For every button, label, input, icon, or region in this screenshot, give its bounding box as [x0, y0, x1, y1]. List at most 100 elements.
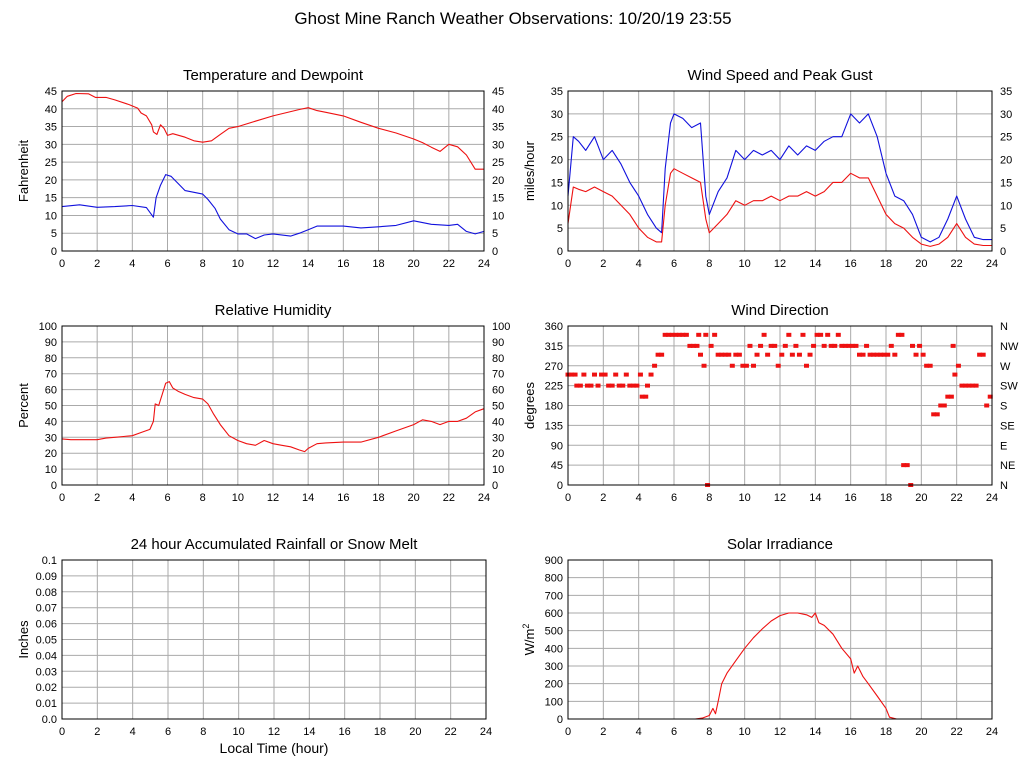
humidity-xtick-label: 18: [372, 492, 384, 504]
winddir-point: [648, 372, 654, 377]
winddir-ytick-right-label: NE: [1000, 460, 1015, 472]
winddir-point: [690, 343, 696, 348]
rain-ytick-label: 0.01: [36, 698, 57, 710]
winddir-point: [673, 332, 679, 337]
winddir-point: [588, 383, 594, 388]
solar-ytick-label: 500: [545, 626, 563, 638]
winddir-point: [775, 363, 781, 368]
winddir-point: [913, 352, 919, 357]
winddir-point: [948, 394, 954, 399]
solar-xtick-label: 2: [600, 726, 606, 738]
wind-ytick-right-label: 35: [1000, 86, 1012, 98]
winddir-ytick-right-label: W: [1000, 361, 1011, 373]
winddir-ytick-right-label: SE: [1000, 420, 1015, 432]
winddir-point: [904, 463, 910, 468]
winddir-point: [751, 363, 756, 368]
winddir-ytick-label: 45: [551, 460, 563, 472]
winddir-point: [643, 394, 649, 399]
temp-ytick-right-label: 40: [492, 104, 504, 116]
wind-ytick-label: 5: [557, 223, 563, 235]
temp-plot-frame: [61, 90, 485, 252]
solar-ytick-label: 900: [545, 555, 563, 567]
temp-xtick-label: 14: [302, 258, 314, 270]
winddir-point: [789, 352, 795, 357]
humidity-xtick-label: 0: [59, 492, 65, 504]
humidity-ytick-right-label: 10: [492, 464, 504, 476]
wind-xtick-label: 18: [880, 258, 892, 270]
temp-xtick-label: 8: [200, 258, 206, 270]
temp-xtick-label: 2: [94, 258, 100, 270]
winddir-point: [736, 352, 742, 357]
rain-xtick-label: 24: [480, 726, 492, 738]
winddir-point: [849, 343, 855, 348]
winddir-point: [825, 332, 831, 337]
winddir-point: [630, 383, 636, 388]
humidity-ytick-label: 20: [45, 448, 57, 460]
winddir-point: [892, 352, 898, 357]
winddir-point: [747, 343, 753, 348]
temp-title: Temperature and Dewpoint: [183, 67, 364, 84]
wind-ytick-right-label: 20: [1000, 155, 1012, 167]
winddir-point: [733, 352, 739, 357]
winddir-ytick-right-label: E: [1000, 440, 1007, 452]
temp-ytick-right-label: 25: [492, 157, 504, 169]
temp-ytick-label: 45: [45, 86, 57, 98]
winddir-point: [864, 343, 870, 348]
winddir-point: [910, 343, 915, 348]
winddir-point: [963, 383, 968, 388]
temp-xtick-label: 22: [443, 258, 455, 270]
solar-title: Solar Irradiance: [727, 536, 833, 553]
rain-ytick-label: 0.05: [36, 635, 57, 647]
temp-xtick-label: 0: [59, 258, 65, 270]
humidity-xtick-label: 16: [337, 492, 349, 504]
solar-xtick-label: 22: [951, 726, 963, 738]
rain-ytick-label: 0.03: [36, 666, 57, 678]
temp-xtick-label: 16: [337, 258, 349, 270]
wind-xtick-label: 12: [774, 258, 786, 270]
temp-ytick-label: 0: [51, 246, 57, 258]
humidity-ytick-label: 80: [45, 353, 57, 365]
winddir-point: [835, 332, 841, 337]
wind-ytick-right-label: 0: [1000, 246, 1006, 258]
winddir-point: [842, 343, 848, 348]
solar-xtick-label: 24: [986, 726, 998, 738]
wind-ytick-label: 30: [551, 109, 563, 121]
winddir-ytick-label: 360: [545, 321, 563, 333]
winddir-point: [867, 352, 873, 357]
wind-xtick-label: 22: [951, 258, 963, 270]
humidity-title: Relative Humidity: [215, 302, 332, 319]
winddir-point: [955, 363, 961, 368]
humidity-plot-frame: [61, 325, 485, 486]
rain-ytick-label: 0.08: [36, 587, 57, 599]
winddir-point: [683, 332, 689, 337]
temp-ytick-label: 25: [45, 157, 57, 169]
humidity-ytick-label: 10: [45, 464, 57, 476]
winddir-point: [584, 383, 590, 388]
wind-xtick-label: 20: [915, 258, 927, 270]
winddir-xtick-label: 16: [845, 492, 857, 504]
wind-plot-frame: [567, 90, 993, 252]
humidity-ytick-right-label: 0: [492, 480, 498, 492]
winddir-point: [602, 372, 608, 377]
solar-xtick-label: 16: [845, 726, 857, 738]
winddir-point: [606, 383, 612, 388]
humidity-ytick-right-label: 100: [492, 321, 510, 333]
temp-ytick-label: 10: [45, 210, 57, 222]
winddir-point: [871, 352, 877, 357]
rain-xtick-label: 18: [374, 726, 386, 738]
temp-ytick-label: 35: [45, 122, 57, 134]
winddir-point: [595, 383, 601, 388]
winddir-ytick-right-label: S: [1000, 401, 1007, 413]
wind-ytick-right-label: 15: [1000, 177, 1012, 189]
winddir-point: [966, 383, 972, 388]
wind-series-1-line: [567, 113, 992, 243]
winddir-xtick-label: 0: [565, 492, 571, 504]
winddir-point: [652, 363, 658, 368]
solar-xtick-label: 14: [809, 726, 821, 738]
winddir-point: [743, 363, 749, 368]
wind-ytick-label: 20: [551, 155, 563, 167]
winddir-point: [821, 343, 827, 348]
winddir-point: [970, 383, 976, 388]
rain-xtick-label: 16: [339, 726, 351, 738]
